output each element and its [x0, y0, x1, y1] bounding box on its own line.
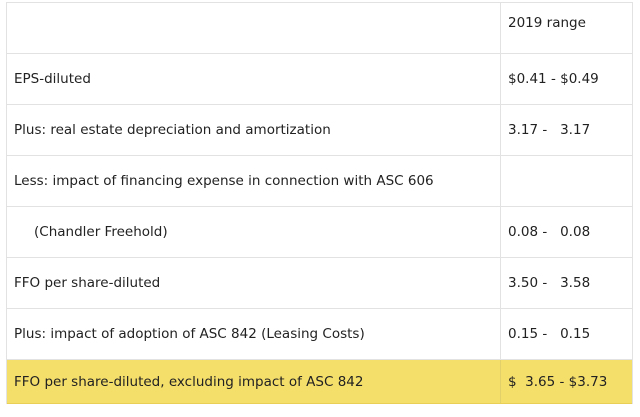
table-row: Plus: impact of adoption of ASC 842 (Lea… — [7, 309, 632, 360]
table-row: (Chandler Freehold) 0.08 - 0.08 — [7, 207, 632, 258]
table-header-row: 2019 range — [7, 3, 632, 54]
row-label: Plus: real estate depreciation and amort… — [7, 105, 501, 155]
row-label: Plus: impact of adoption of ASC 842 (Lea… — [7, 309, 501, 359]
row-value: 0.08 - 0.08 — [508, 224, 591, 240]
row-value: 3.17 - 3.17 — [508, 122, 591, 138]
highlighted-total-row: FFO per share-diluted, excluding impact … — [7, 360, 632, 404]
table-row: Less: impact of financing expense in con… — [7, 156, 632, 207]
row-label: FFO per share-diluted, excluding impact … — [7, 360, 501, 403]
table-row: FFO per share-diluted 3.50 - 3.58 — [7, 258, 632, 309]
row-value: $0.41 - $0.49 — [508, 71, 599, 87]
row-value: $ 3.65 - $3.73 — [508, 373, 608, 390]
ffo-guidance-table: 2019 range EPS-diluted $0.41 - $0.49 Plu… — [6, 2, 633, 404]
header-range-cell: 2019 range — [508, 15, 586, 31]
header-label-cell — [7, 3, 501, 53]
row-value: 0.15 - 0.15 — [508, 326, 591, 342]
row-value — [501, 156, 632, 206]
table-row: Plus: real estate depreciation and amort… — [7, 105, 632, 156]
row-label: FFO per share-diluted — [7, 258, 501, 308]
row-value: 3.50 - 3.58 — [508, 275, 591, 291]
row-label: EPS-diluted — [7, 54, 501, 104]
table-row: EPS-diluted $0.41 - $0.49 — [7, 54, 632, 105]
row-label: (Chandler Freehold) — [7, 207, 501, 257]
row-label: Less: impact of financing expense in con… — [7, 156, 501, 206]
